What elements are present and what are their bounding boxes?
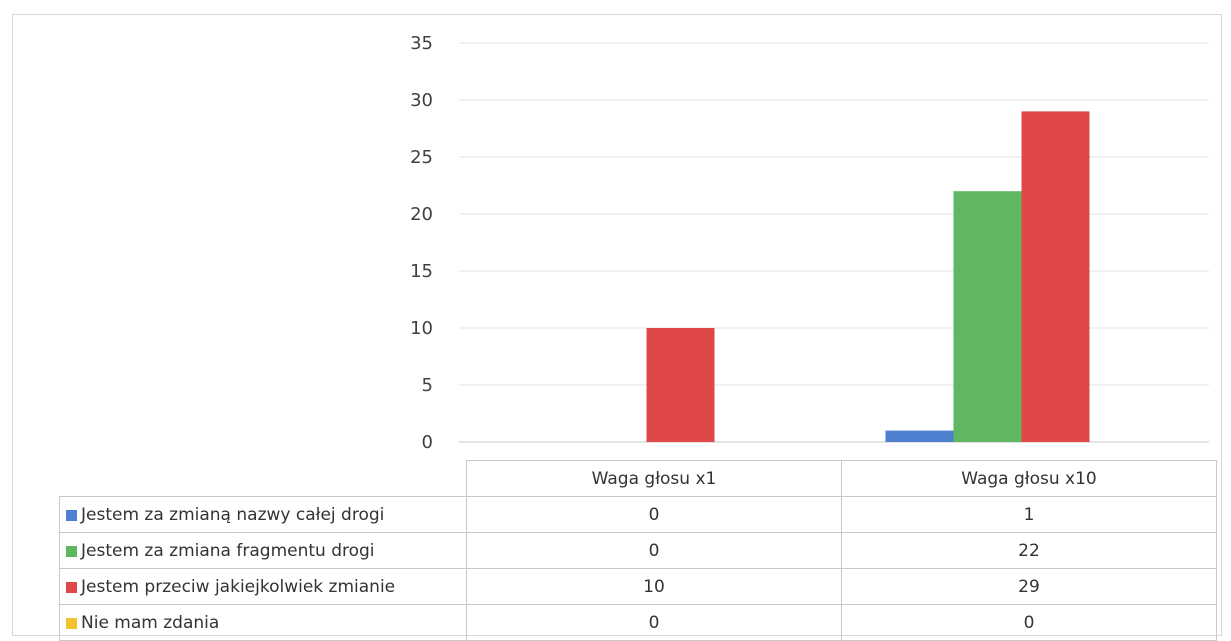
data-label: 29: [841, 568, 1217, 605]
data-label: 1: [841, 496, 1217, 533]
legend-swatch: [66, 617, 77, 629]
bar: [953, 191, 1022, 442]
y-tick-label: 25: [410, 147, 433, 168]
table-row: Jestem za zmiana fragmentu drogi 0 22: [59, 532, 1217, 569]
chart-frame: 0 5 10 15 20 25 30 35 Waga głosu x1 Waga…: [12, 14, 1222, 641]
y-tick-label: 0: [421, 432, 433, 453]
series-name: Nie mam zdania: [81, 612, 220, 633]
legend-swatch: [66, 545, 77, 557]
data-label: 22: [841, 532, 1217, 569]
bar-chart: [459, 42, 1209, 443]
category-label: Waga głosu x1: [466, 460, 842, 497]
bar: [885, 430, 954, 442]
data-label: 0: [466, 532, 842, 569]
y-tick-label: 5: [421, 375, 433, 396]
data-label: 10: [466, 568, 842, 605]
y-tick-label: 20: [410, 204, 433, 225]
category-label: Waga głosu x10: [841, 460, 1217, 497]
table-row: Jestem przeciw jakiejkolwiek zmianie 10 …: [59, 568, 1217, 605]
y-tick-label: 10: [410, 318, 433, 339]
series-name: Jestem za zmiana fragmentu drogi: [81, 540, 375, 561]
legend-entry: Jestem przeciw jakiejkolwiek zmianie: [59, 568, 467, 605]
table-row: Nie mam zdania 0 0: [59, 604, 1217, 641]
data-label: 0: [466, 496, 842, 533]
series-name: Jestem za zmianą nazwy całej drogi: [81, 504, 385, 525]
y-tick-label: 30: [410, 90, 433, 111]
table-row: Jestem za zmianą nazwy całej drogi 0 1: [59, 496, 1217, 533]
legend-swatch: [66, 581, 77, 593]
legend-swatch: [66, 509, 77, 521]
legend-entry: Jestem za zmiana fragmentu drogi: [59, 532, 467, 569]
bar: [1021, 111, 1090, 443]
legend-entry: Nie mam zdania: [59, 604, 467, 641]
series-name: Jestem przeciw jakiejkolwiek zmianie: [81, 576, 396, 597]
y-tick-label: 15: [410, 261, 433, 282]
bar: [646, 328, 715, 442]
legend-entry: Jestem za zmianą nazwy całej drogi: [59, 496, 467, 533]
data-table: Waga głosu x1 Waga głosu x10 Jestem za z…: [59, 460, 1217, 641]
y-tick-label: 35: [410, 33, 433, 54]
data-label: 0: [466, 604, 842, 641]
data-label: 0: [841, 604, 1217, 641]
table-header-row: Waga głosu x1 Waga głosu x10: [60, 460, 1217, 497]
